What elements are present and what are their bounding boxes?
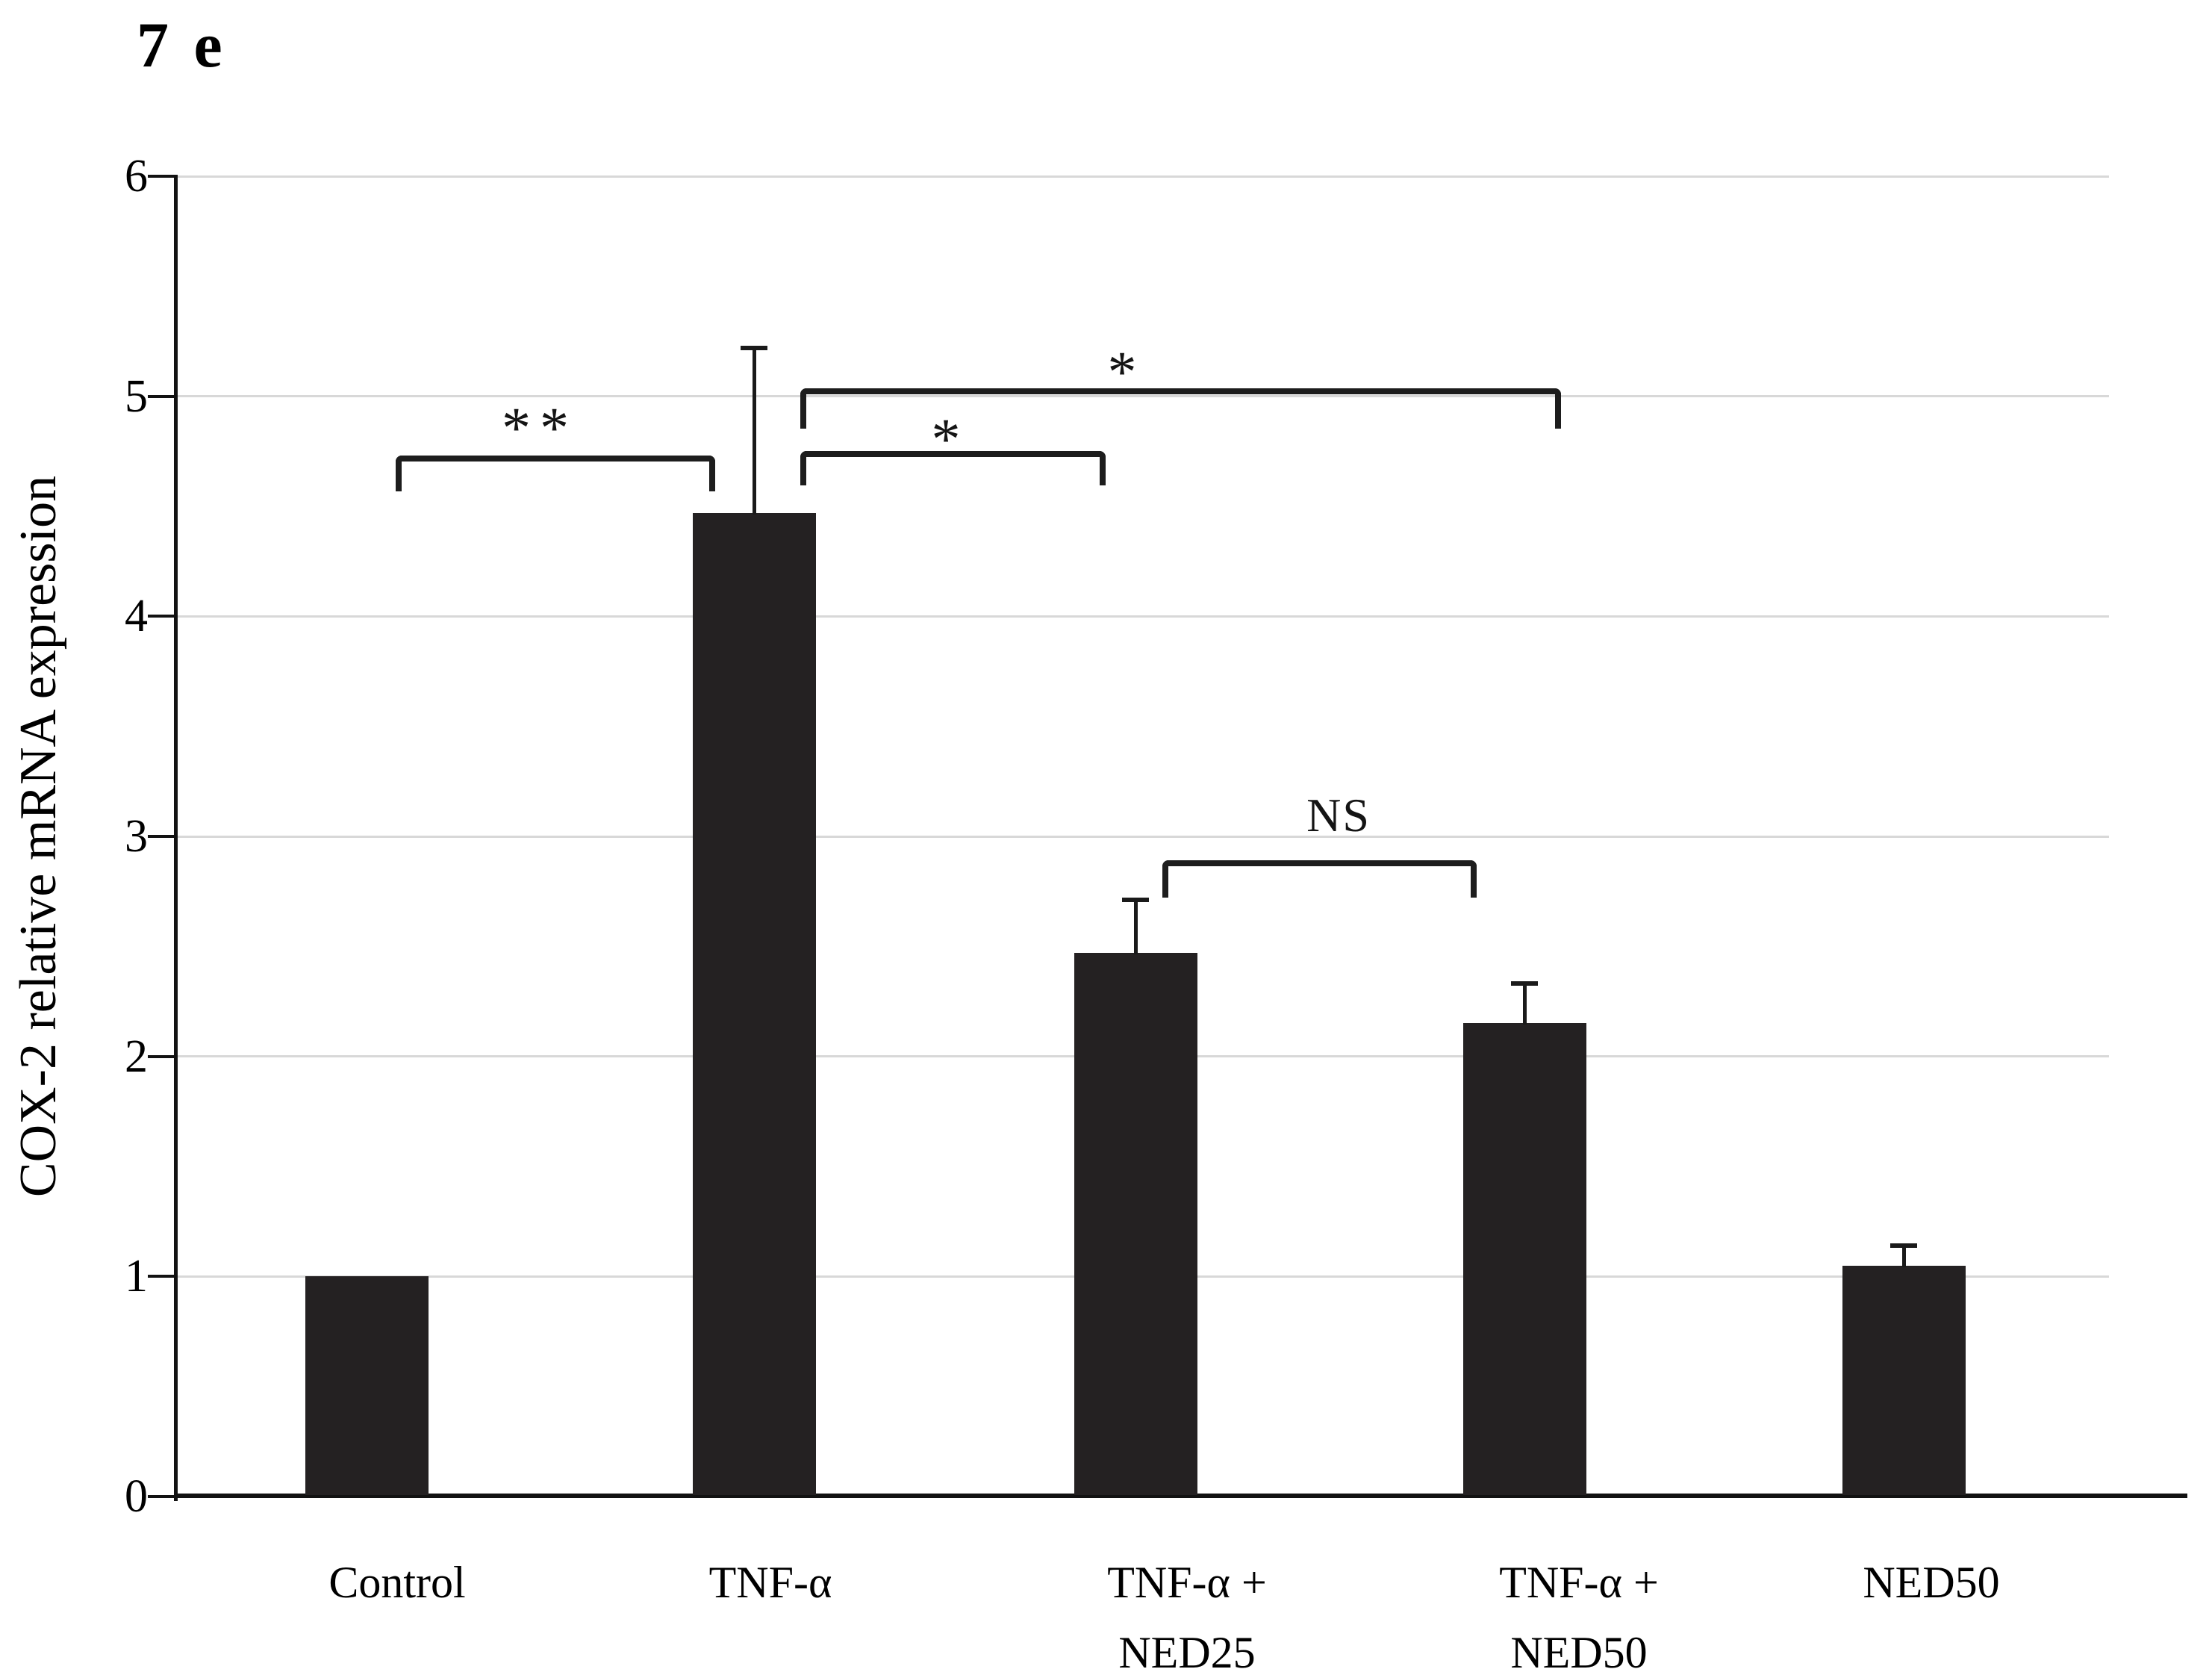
- y-tick-label: 0: [125, 1471, 148, 1522]
- y-tick-label: 5: [125, 370, 148, 422]
- y-axis-tick: [148, 1495, 175, 1498]
- gridline: [178, 395, 2109, 398]
- y-axis-tick: [148, 615, 175, 618]
- significance-label: **: [502, 395, 578, 460]
- y-tick-label: 4: [125, 591, 148, 642]
- error-bar-whisker: [752, 347, 756, 515]
- y-axis-tick: [148, 1054, 175, 1058]
- significance-bracket: [396, 456, 715, 491]
- significance-label: *: [931, 406, 970, 471]
- y-axis-tick: [148, 394, 175, 398]
- bar: [692, 512, 816, 1495]
- bar: [1462, 1023, 1586, 1495]
- y-axis-tick: [148, 175, 175, 178]
- significance-bracket: [800, 451, 1106, 485]
- error-bar-whisker: [1133, 900, 1138, 955]
- gridline: [178, 615, 2109, 618]
- y-tick-label: 1: [125, 1251, 148, 1302]
- error-bar-cap: [1511, 981, 1538, 986]
- y-tick-label: 6: [125, 151, 148, 202]
- error-bar-cap: [741, 345, 767, 350]
- gridline: [178, 175, 2109, 178]
- bar: [305, 1276, 429, 1495]
- error-bar-cap: [1890, 1243, 1917, 1249]
- y-axis-line: [174, 175, 178, 1501]
- error-bar-whisker: [1522, 983, 1527, 1025]
- bar: [1842, 1265, 1966, 1495]
- x-axis-line: [174, 1494, 2187, 1498]
- x-axis-category-label: Control: [328, 1558, 466, 1607]
- significance-bracket: [800, 388, 1561, 429]
- significance-bracket: [1162, 860, 1477, 898]
- y-tick-label: 2: [125, 1031, 148, 1082]
- x-axis-category-label: TNF-α: [708, 1558, 832, 1607]
- significance-label: *: [1107, 339, 1146, 404]
- x-axis-category-label: TNF-α + NED25: [1107, 1558, 1267, 1672]
- y-axis-tick: [148, 1275, 175, 1278]
- y-axis-tick: [148, 835, 175, 838]
- y-tick-label: 3: [125, 811, 148, 862]
- error-bar-whisker: [1901, 1246, 1906, 1267]
- significance-label: NS: [1306, 789, 1371, 842]
- x-axis-category-label: TNF-α + NED50: [1499, 1558, 1659, 1672]
- figure-panel-label: 7 e: [137, 9, 227, 81]
- gridline: [178, 835, 2109, 838]
- error-bar-cap: [1122, 898, 1149, 903]
- bar: [1074, 953, 1197, 1495]
- x-axis-category-label: NED50: [1863, 1558, 2000, 1607]
